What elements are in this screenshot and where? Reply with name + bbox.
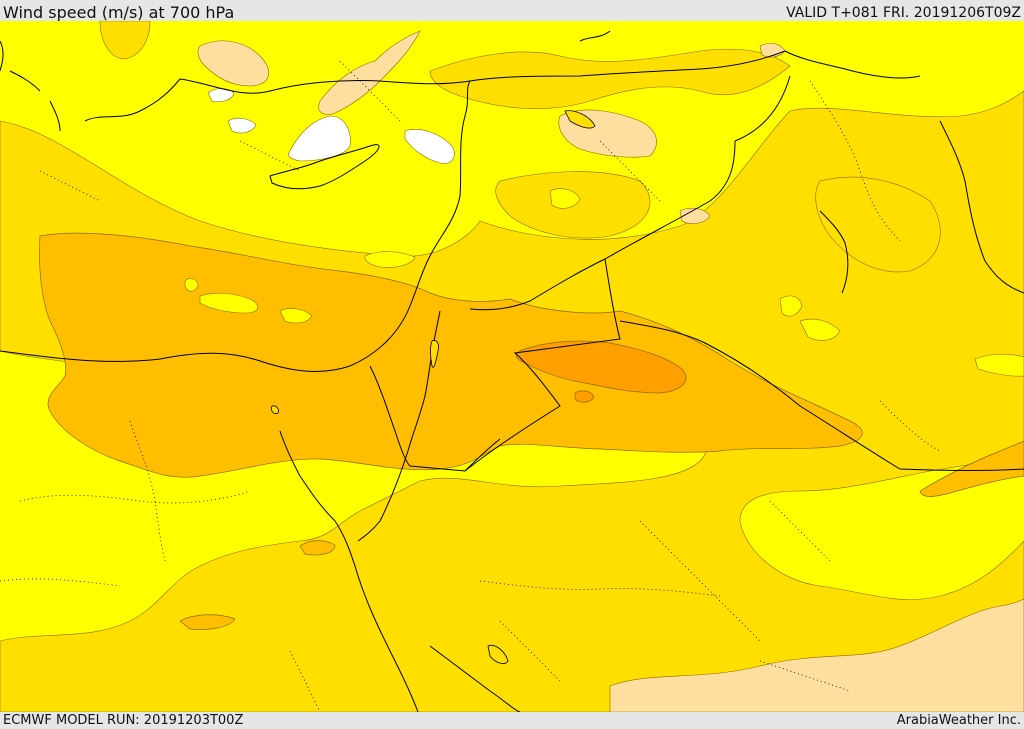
credit-label: ArabiaWeather Inc. [896,713,1021,728]
footer-bar: ECMWF MODEL RUN: 20191203T00Z ArabiaWeat… [0,712,1024,729]
map-title: Wind speed (m/s) at 700 hPa [3,3,235,22]
model-run-label: ECMWF MODEL RUN: 20191203T00Z [3,713,244,728]
country-borders [369,75,1024,472]
wind-band-calm [207,88,455,164]
wind-band-moderate [0,21,1024,712]
wind-speed-map[interactable] [0,21,1024,712]
wind-band-low-islands [184,188,1024,377]
valid-time: VALID T+081 FRI. 20191206T09Z [786,5,1021,21]
province-boundaries [0,60,941,712]
wind-band-light [197,30,1024,712]
coastlines [0,30,1024,712]
wind-band-fresh [39,232,1024,630]
header-bar: Wind speed (m/s) at 700 hPa VALID T+081 … [0,0,1024,22]
water-bodies [271,110,596,664]
